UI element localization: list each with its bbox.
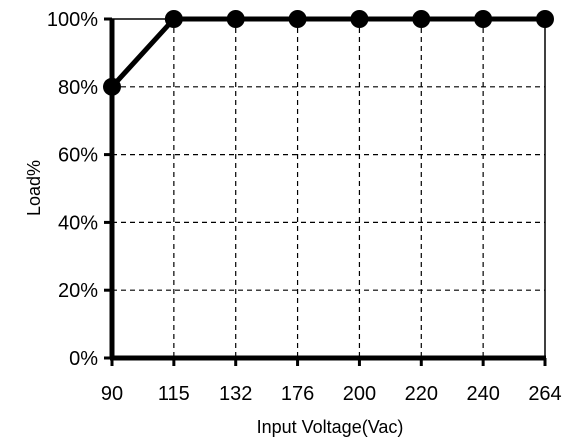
series <box>103 10 554 96</box>
grid <box>112 19 545 358</box>
x-tick-label: 240 <box>466 383 499 405</box>
plot-frame <box>111 18 546 359</box>
x-tick-label: 220 <box>405 383 438 405</box>
data-point <box>103 77 121 96</box>
y-tick-label: 0% <box>69 348 98 370</box>
y-tick-label: 80% <box>58 77 98 99</box>
data-point <box>164 10 183 28</box>
data-point <box>350 10 369 28</box>
x-tick-label: 176 <box>281 383 314 405</box>
y-tick-labels: 0% 20% 40% 60% 80% 100% <box>47 9 98 370</box>
x-axis-title: Input Voltage(Vac) <box>257 417 404 437</box>
x-tick-label: 115 <box>158 383 190 405</box>
data-point <box>288 10 307 28</box>
x-tick-label: 132 <box>219 383 252 405</box>
y-axis-title: Load% <box>24 160 44 216</box>
series-line <box>110 16 545 89</box>
data-point <box>536 10 554 28</box>
y-tick-label: 40% <box>58 212 98 234</box>
x-tick-label: 90 <box>101 383 123 405</box>
x-tick-label: 264 <box>528 383 561 405</box>
data-point <box>226 10 245 28</box>
axes <box>104 17 547 366</box>
x-tick-label: 200 <box>343 383 376 405</box>
data-point <box>412 10 431 28</box>
y-tick-label: 20% <box>58 280 98 302</box>
data-point <box>474 10 493 28</box>
x-tick-labels: 90 115 132 176 200 220 240 264 <box>101 383 562 405</box>
y-tick-label: 60% <box>58 145 98 167</box>
y-tick-label: 100% <box>47 9 98 31</box>
